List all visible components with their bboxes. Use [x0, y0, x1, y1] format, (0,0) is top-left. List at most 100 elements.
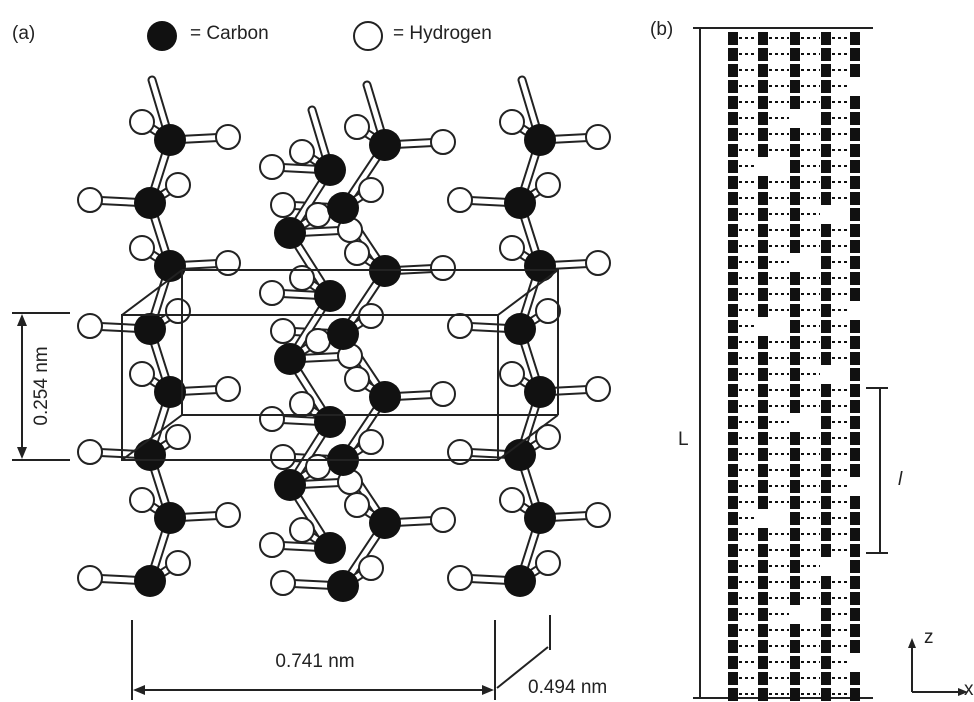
unit-cell [121, 269, 559, 461]
chain-segment [758, 240, 768, 253]
chain-segment [850, 528, 860, 541]
chain-segment [728, 352, 738, 365]
chain-segment [850, 48, 860, 61]
chain-segment [758, 128, 768, 141]
chain-segment [850, 464, 860, 477]
chain-segment [821, 640, 831, 653]
carbon-atom [524, 124, 556, 156]
chain-segment [850, 208, 860, 221]
hydrogen-atom [289, 139, 315, 165]
chain-segment [821, 144, 831, 157]
hydrogen-atom [165, 298, 191, 324]
chain-segment [728, 592, 738, 605]
chain-segment [758, 176, 768, 189]
chain-segment [790, 48, 800, 61]
chain-segment [821, 432, 831, 445]
hydrogen-atom [499, 235, 525, 261]
carbon-atom [134, 439, 166, 471]
chain-segment [821, 128, 831, 141]
chain-segment [850, 560, 860, 573]
hydrogen-atom [447, 439, 473, 465]
axis-label: z [924, 627, 934, 648]
hydrogen-atom [165, 172, 191, 198]
chain-segment [821, 656, 831, 669]
hydrogen-atom [430, 381, 456, 407]
chain-segment [728, 368, 738, 381]
chain-segment [821, 592, 831, 605]
chain-segment [758, 528, 768, 541]
carbon-atom [327, 192, 359, 224]
chain-segment [728, 240, 738, 253]
chain-segment [728, 416, 738, 429]
carbon-atom [134, 187, 166, 219]
chain-segment [790, 160, 800, 173]
chain-segment [728, 256, 738, 269]
chain-segment [728, 384, 738, 397]
chain-segment [850, 672, 860, 685]
chain-segment [728, 272, 738, 285]
chain-segment [850, 384, 860, 397]
chain-segment [758, 64, 768, 77]
chain-segment [790, 576, 800, 589]
chain-segment [758, 368, 768, 381]
chain-segment [850, 352, 860, 365]
chain-segment [728, 304, 738, 317]
chain-segment [790, 272, 800, 285]
hydrogen-atom [585, 250, 611, 276]
chain-segment [758, 544, 768, 557]
chain-segment [728, 608, 738, 621]
chain-segment [728, 208, 738, 221]
carbon-atom [504, 313, 536, 345]
chain-segment [821, 288, 831, 301]
chain-segment [758, 336, 768, 349]
chain-segment [758, 560, 768, 573]
length-bar [693, 27, 968, 699]
dimension-label: 0.741 nm [275, 651, 354, 672]
chain-segment [728, 512, 738, 525]
chain-segment [728, 288, 738, 301]
hydrogen-atom [358, 177, 384, 203]
chain-segment [728, 160, 738, 173]
chain-segment [758, 400, 768, 413]
panel-label: (b) [650, 19, 673, 40]
chain-segment [790, 368, 800, 381]
chain-segment [790, 480, 800, 493]
hydrogen-atom [305, 454, 331, 480]
hydrogen-atom [289, 517, 315, 543]
chain-segment [790, 656, 800, 669]
chain-segment [850, 176, 860, 189]
chain-segment [850, 320, 860, 333]
hydrogen-atom [259, 154, 285, 180]
hydrogen-legend-symbol [353, 21, 383, 51]
chain-segment [790, 64, 800, 77]
chain-segment [790, 352, 800, 365]
chain-segment [758, 416, 768, 429]
carbon-atom [274, 469, 306, 501]
hydrogen-atom [535, 298, 561, 324]
chain-segment [728, 144, 738, 157]
chain-segment [790, 432, 800, 445]
length-label: L [678, 429, 689, 450]
chain-segment [850, 640, 860, 653]
chain-segment [758, 32, 768, 45]
chain-segment [790, 128, 800, 141]
chain-segment [821, 544, 831, 557]
chain-segment [850, 240, 860, 253]
hydrogen-atom [344, 492, 370, 518]
axis-label: x [964, 679, 974, 700]
hydrogen-atom [344, 114, 370, 140]
chain-segment [790, 512, 800, 525]
chain-segment [790, 320, 800, 333]
chain-segment [758, 256, 768, 269]
dimension-label: 0.494 nm [528, 677, 607, 698]
chain-segment [758, 672, 768, 685]
hydrogen-atom [344, 366, 370, 392]
hydrogen-atom [447, 565, 473, 591]
chain-segment [790, 32, 800, 45]
carbon-atom [369, 129, 401, 161]
carbon-atom [314, 532, 346, 564]
chain-segment [850, 64, 860, 77]
chain-segment [821, 48, 831, 61]
chain-segment [821, 496, 831, 509]
chain-segment [821, 176, 831, 189]
